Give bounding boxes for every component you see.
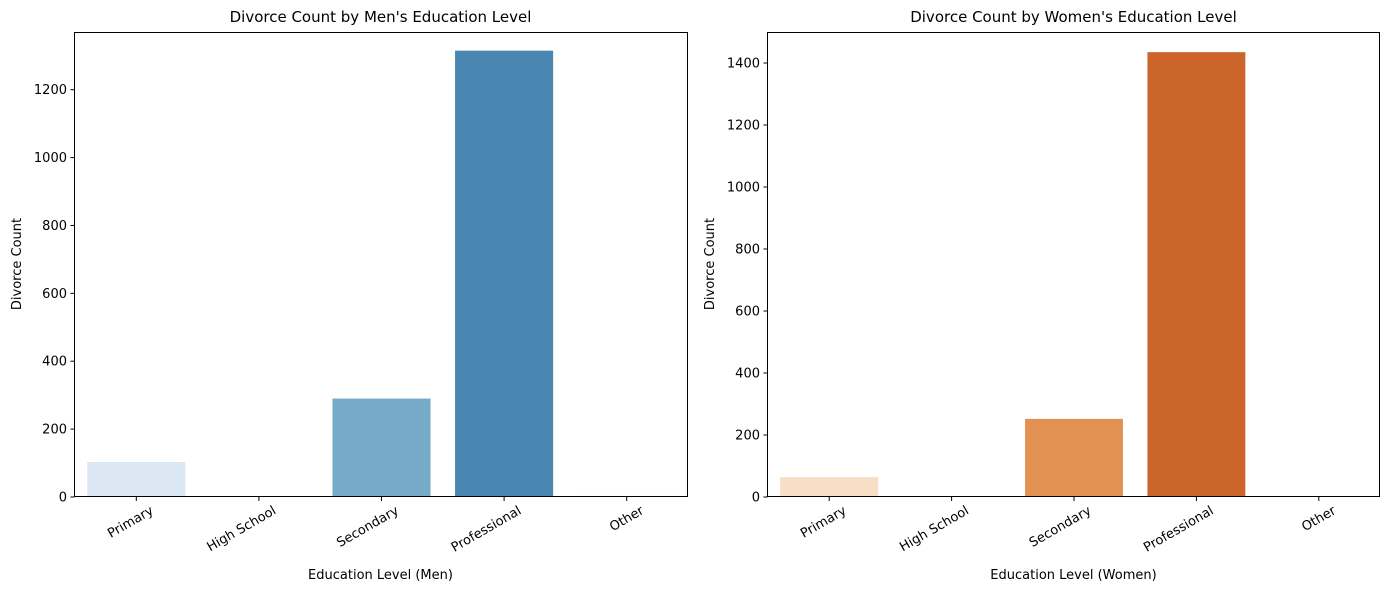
women-x-tick-label: High School: [897, 503, 971, 555]
men-y-tick-label: 200: [42, 423, 67, 438]
women-chart-xlabel: Education Level (Women): [990, 568, 1156, 583]
men-y-tick-label: 400: [42, 355, 67, 370]
women-y-tick-label: 1200: [727, 119, 760, 134]
men-x-tick-label: Secondary: [334, 503, 401, 551]
men-y-tick-label: 0: [59, 491, 67, 506]
men-x-tick-label: Professional: [449, 503, 524, 555]
women-x-tick-label: Primary: [798, 503, 849, 541]
women-bar-professional: [1147, 52, 1246, 498]
women-y-tick-label: 0: [752, 491, 760, 506]
women-y-tick-label: 600: [735, 305, 760, 320]
men-x-tick-label: Primary: [105, 503, 156, 541]
men-chart-ylabel: Divorce Count: [10, 218, 25, 310]
women-y-tick-label: 200: [735, 429, 760, 444]
women-y-tick-label: 400: [735, 367, 760, 382]
women-y-tick-label: 800: [735, 243, 760, 258]
men-chart-panel: Divorce Count by Men's Education Level E…: [10, 8, 688, 583]
men-chart-title: Divorce Count by Men's Education Level: [230, 8, 532, 26]
men-bar-professional: [455, 50, 554, 498]
women-x-tick-label: Secondary: [1027, 503, 1094, 551]
men-chart-y-axis: 0 200 400 600 800 1000 1200: [34, 83, 75, 506]
men-y-tick-label: 600: [42, 287, 67, 302]
men-bar-primary: [87, 462, 186, 497]
men-chart-xlabel: Education Level (Men): [308, 568, 453, 583]
men-chart-x-axis: Primary High School Secondary Professional O…: [105, 497, 647, 556]
women-x-tick-label: Professional: [1141, 503, 1216, 555]
men-chart-bars: [87, 50, 676, 498]
men-y-tick-label: 1200: [34, 83, 67, 98]
women-chart-y-axis: 0 200 400 600 800 1000 1200 1400: [727, 57, 768, 506]
women-chart-ylabel: Divorce Count: [703, 218, 718, 310]
men-x-tick-label: High School: [205, 503, 279, 555]
women-y-tick-label: 1000: [727, 181, 760, 196]
women-bar-primary: [780, 477, 879, 497]
women-y-tick-label: 1400: [727, 57, 760, 72]
men-y-tick-label: 1000: [34, 151, 67, 166]
men-y-tick-label: 800: [42, 219, 67, 234]
women-chart-bars: [780, 52, 1368, 498]
women-chart-plot-frame: [767, 32, 1380, 497]
men-bar-secondary: [332, 398, 431, 497]
women-bar-secondary: [1025, 418, 1123, 497]
women-chart-x-axis: Primary High School Secondary Professional O…: [798, 497, 1339, 556]
women-x-tick-label: Other: [1299, 503, 1339, 535]
women-chart-title: Divorce Count by Women's Education Level: [910, 8, 1237, 26]
men-x-tick-label: Other: [607, 503, 647, 535]
women-chart-panel: Divorce Count by Women's Education Level…: [703, 8, 1380, 583]
men-chart-plot-frame: [74, 32, 688, 497]
